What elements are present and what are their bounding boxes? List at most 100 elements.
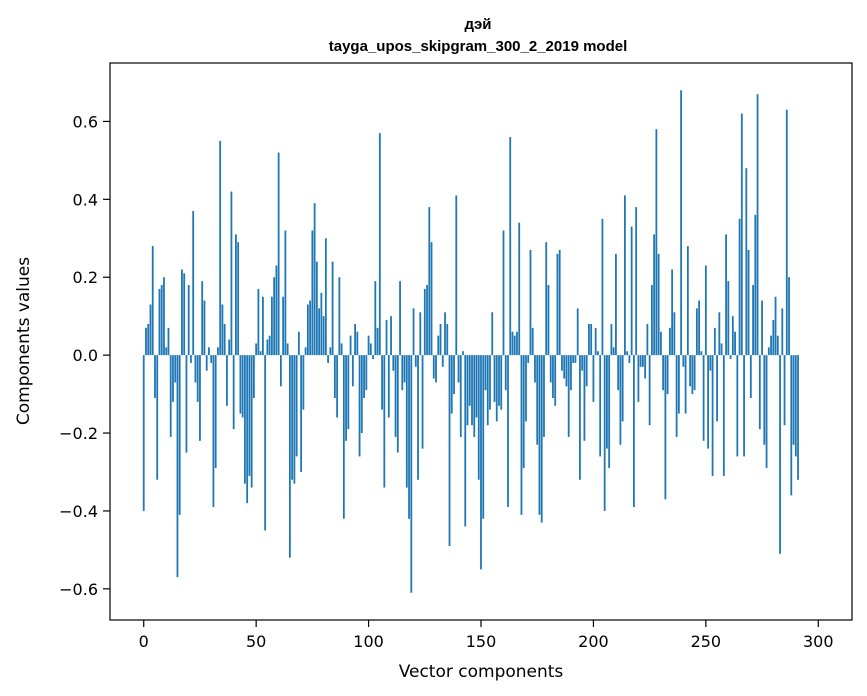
bar [664,355,667,500]
bar [612,347,615,356]
bar [572,355,575,363]
bar [792,355,795,445]
bar [779,355,781,554]
bar [396,355,399,453]
bar [156,355,159,480]
bar [511,331,514,356]
bar [725,234,727,356]
bar [378,133,381,356]
bar [579,355,581,480]
bar [455,195,458,356]
bar [432,355,435,379]
bar [250,355,253,488]
bar [516,331,518,356]
bar [178,355,181,515]
bar [279,355,282,387]
bar [302,355,305,410]
bar [556,253,559,356]
bar [682,355,685,367]
bar [590,323,593,356]
x-tick-label: 250 [691,632,722,651]
bar [369,343,372,356]
bar [381,355,383,410]
bar [306,304,309,356]
bar [192,211,195,356]
y-tick-label: 0.0 [73,346,98,365]
bar [237,242,240,356]
bar [282,296,285,356]
bar [668,327,671,356]
bar [185,355,188,453]
bar [543,355,545,437]
bar [293,355,296,484]
bar [734,331,736,356]
bar [329,347,332,356]
bar [349,335,352,356]
bar [336,355,338,418]
bar [684,355,687,414]
bar [538,355,541,515]
x-tick-label: 0 [139,632,149,651]
bar [320,292,323,356]
bar [547,285,550,356]
bar [372,355,374,360]
bar [210,355,213,363]
bar [680,90,683,356]
bar [246,355,249,504]
bar [608,355,611,469]
bar [453,355,455,395]
bar [363,355,365,398]
bar [208,347,210,356]
bar [597,351,599,356]
bar [794,355,797,457]
bar [158,288,161,356]
bar [217,347,219,356]
bar [286,343,289,356]
bar [473,355,476,437]
bar [552,355,554,398]
bar [718,312,721,356]
bar [592,355,595,402]
bar [183,273,186,356]
bar [297,331,300,356]
y-tick-label: −0.2 [59,424,98,443]
bar [358,355,361,457]
bar [367,335,370,356]
bar [713,327,716,356]
bar [736,355,739,457]
bar [462,351,464,356]
bar [637,355,640,402]
bar [441,355,444,367]
bar [745,168,748,356]
bar [731,316,734,356]
bar [219,140,222,356]
bar [650,285,653,356]
bar [558,249,561,356]
bar [392,355,395,371]
bar [507,355,509,508]
bar [466,355,469,426]
y-tick-label: 0.2 [73,268,98,287]
y-axis: −0.6 −0.4 −0.2 0.0 0.2 0.4 0.6 [59,112,110,599]
bar [437,335,440,356]
bar [239,355,242,414]
bar [525,355,527,422]
bar [783,355,786,426]
bar [653,234,656,356]
bar [770,335,772,356]
bar [226,355,228,406]
bar [288,355,291,558]
bar [493,355,496,402]
bar [756,94,759,356]
bar [232,355,235,430]
bar [588,323,590,356]
y-tick-label: 0.6 [73,112,98,131]
bar [691,355,694,395]
bar [277,152,280,356]
bar [698,300,700,356]
bar [448,355,451,546]
bar [385,320,388,356]
bar [626,351,629,356]
bar [190,355,192,363]
bar [797,355,799,480]
